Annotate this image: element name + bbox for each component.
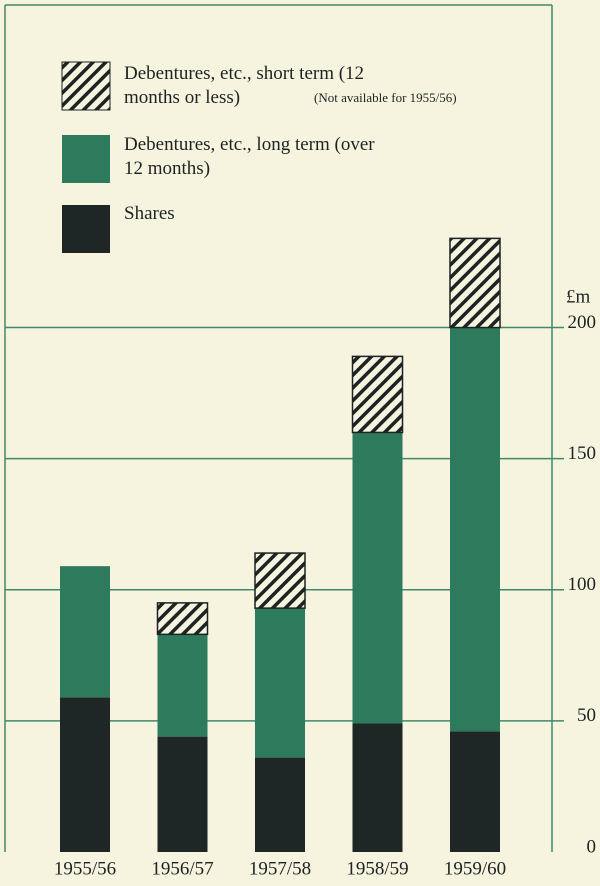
y-tick-label: 100 — [568, 574, 597, 595]
legend-swatch — [62, 135, 110, 183]
bar-segment — [60, 566, 110, 698]
legend-entry: Shares — [124, 203, 175, 224]
x-tick-label: 1957/58 — [249, 858, 311, 879]
bar-segment — [255, 608, 305, 758]
bar-segment — [254, 552, 306, 609]
bar-segment — [450, 327, 500, 732]
x-tick-label: 1956/57 — [151, 858, 213, 879]
bar-segment — [156, 602, 209, 636]
x-tick-label: 1955/56 — [54, 858, 116, 879]
legend-note: (Not available for 1955/56) — [314, 90, 457, 105]
y-tick-label: 50 — [577, 705, 596, 726]
bar-segment — [255, 757, 305, 852]
bar-segment — [157, 634, 208, 737]
y-tick-label: 0 — [587, 836, 597, 857]
x-tick-label: 1958/59 — [346, 858, 408, 879]
bar-segment — [352, 723, 403, 852]
y-tick-label: 200 — [568, 312, 597, 333]
legend-swatch — [62, 205, 110, 253]
legend-entry: Debentures, etc., short term (12 months … — [124, 63, 365, 108]
legend-entry: Debentures, etc., long term (over 12 mon… — [124, 134, 375, 179]
bar-segment — [60, 697, 110, 852]
bar-segment — [450, 731, 500, 852]
x-tick-label: 1959/60 — [444, 858, 506, 879]
bar-segment — [351, 355, 404, 434]
y-tick-label: 150 — [568, 443, 597, 464]
legend-swatch — [61, 61, 111, 111]
bar-segment — [157, 736, 208, 852]
bar-segment — [449, 237, 501, 329]
bar-segment — [352, 432, 403, 724]
y-axis-label: £m — [566, 286, 591, 307]
